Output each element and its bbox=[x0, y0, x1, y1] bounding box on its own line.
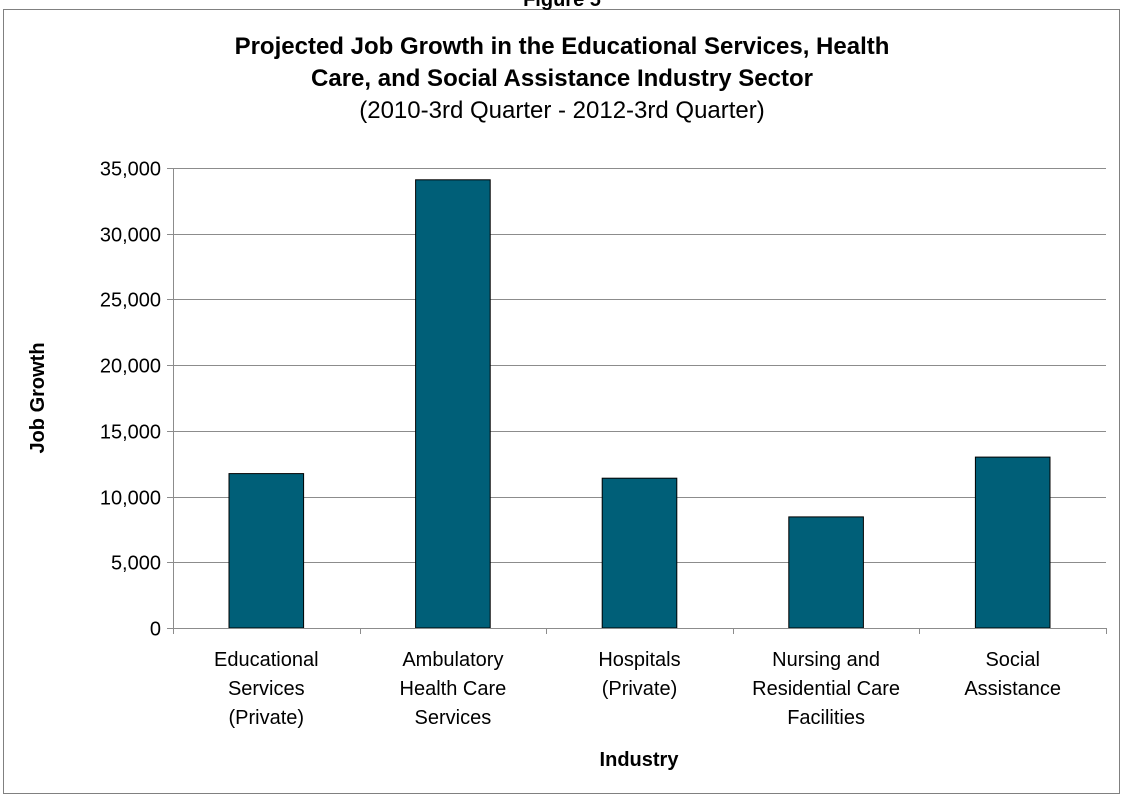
bar bbox=[974, 456, 1051, 629]
bars bbox=[228, 179, 1051, 629]
x-tick-label: Social Assistance bbox=[964, 649, 1061, 700]
y-tick-label: 10,000 bbox=[100, 488, 161, 510]
y-tick-labels: 0 5,000 10,000 15,000 20,000 25,000 30,000 35,0… bbox=[100, 159, 161, 641]
x-tick-label: Educational Services (Private) bbox=[214, 649, 319, 729]
bar bbox=[228, 473, 305, 629]
y-tick-label: 35,000 bbox=[100, 159, 161, 181]
y-tick-label: 30,000 bbox=[100, 225, 161, 247]
x-tick-label: Ambulatory Health Care Services bbox=[400, 649, 507, 729]
bar bbox=[415, 179, 491, 629]
chart-subtitle: (2010-3rd Quarter - 2012-3rd Quarter) bbox=[359, 97, 765, 124]
y-axis-title: Job Growth bbox=[27, 342, 49, 453]
x-tick-label: Nursing and Residential Care Facilities bbox=[752, 649, 900, 729]
x-tick-label: Hospitals (Private) bbox=[598, 649, 680, 700]
x-tick-labels: Educational Services (Private) Ambulatory He… bbox=[214, 649, 1061, 729]
x-axis-title: Industry bbox=[600, 749, 680, 771]
axes bbox=[167, 168, 1107, 634]
figure-label: Figure 5 bbox=[523, 0, 601, 11]
bar bbox=[601, 477, 678, 629]
y-tick-label: 15,000 bbox=[100, 422, 161, 444]
y-tick-label: 5,000 bbox=[111, 553, 161, 575]
y-tick-label: 25,000 bbox=[100, 290, 161, 312]
y-tick-label: 20,000 bbox=[100, 356, 161, 378]
bar bbox=[788, 516, 864, 629]
y-tick-label: 0 bbox=[150, 619, 161, 641]
chart-frame bbox=[3, 9, 1120, 794]
chart-title-line-1: Projected Job Growth in the Educational … bbox=[235, 33, 890, 60]
chart-title-line-2: Care, and Social Assistance Industry Sec… bbox=[311, 65, 813, 92]
gridlines bbox=[173, 168, 1106, 563]
